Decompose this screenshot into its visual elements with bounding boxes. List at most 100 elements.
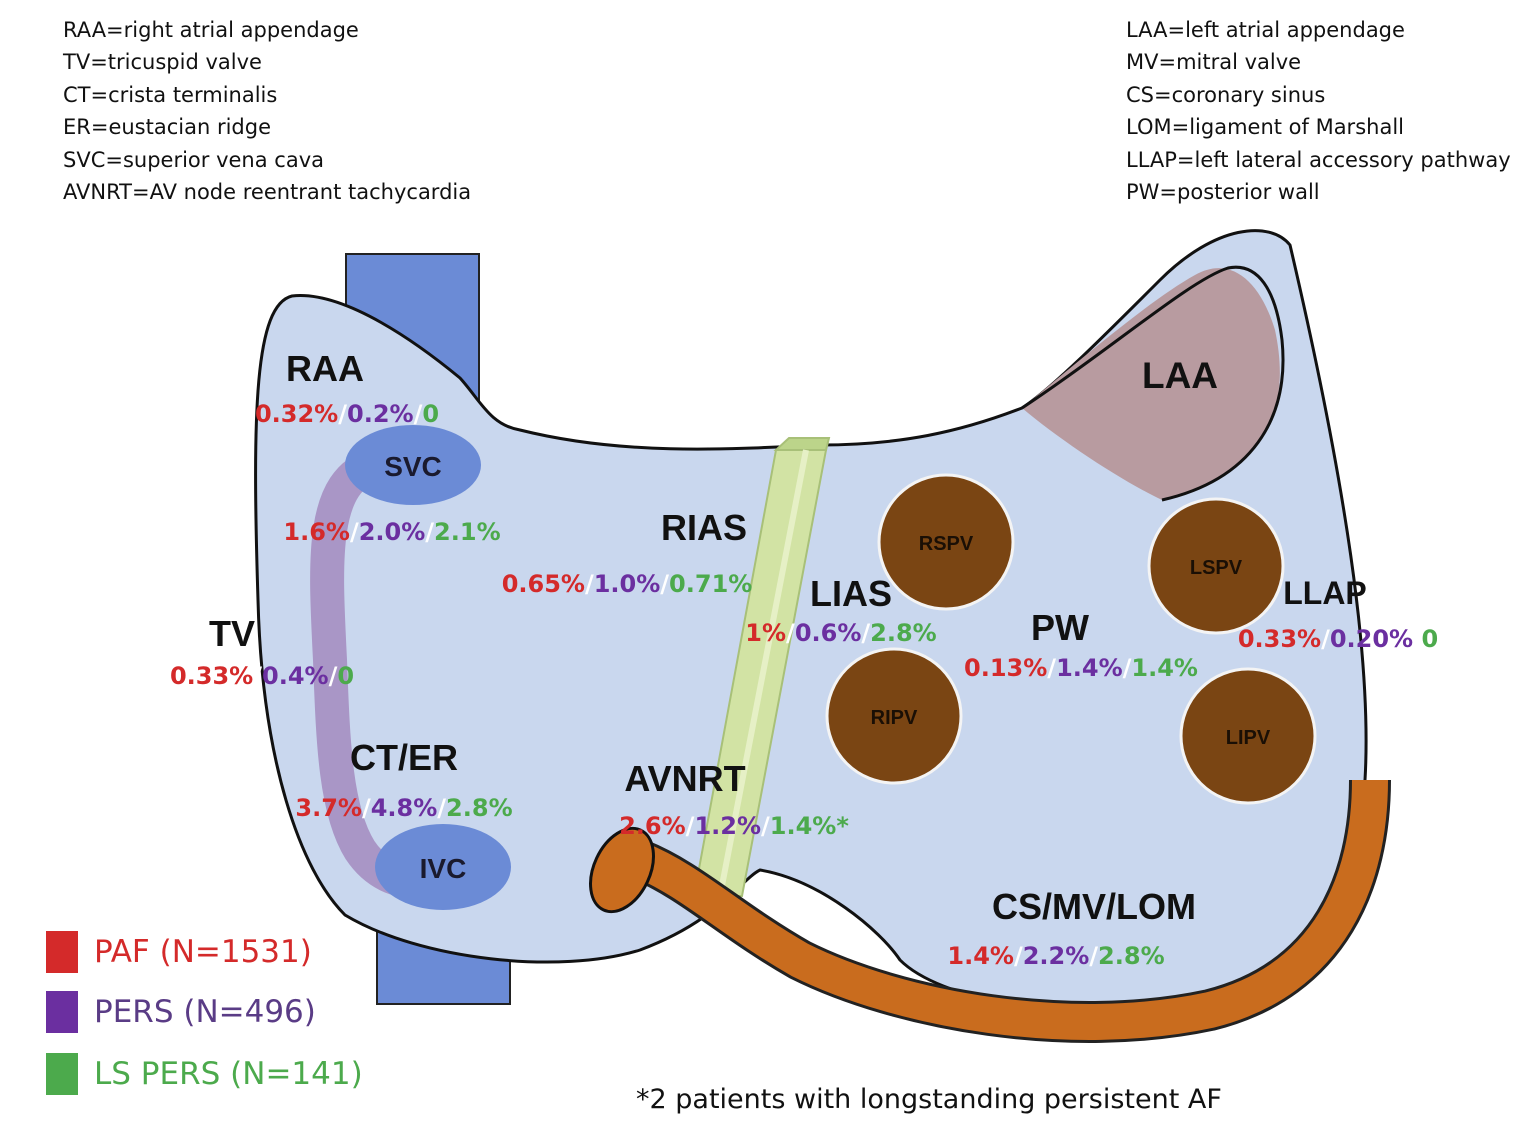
abbr-left-item: TV=tricuspid valve xyxy=(63,50,262,75)
ct-er-pers-value: 4.8% xyxy=(371,794,438,822)
svc-oval xyxy=(345,425,481,505)
region-tv-stats: 0.33%/0.4%/0 xyxy=(170,662,354,690)
region-lias-name: LIAS xyxy=(810,573,892,614)
abbr-right-item: PW=posterior wall xyxy=(1126,180,1320,205)
lspv-label: LSPV xyxy=(1190,557,1243,579)
lspv: LSPV xyxy=(1147,497,1285,635)
region-raa-stats: 0.32%/0.2%/0 xyxy=(255,400,439,428)
coronary-sinus-fill xyxy=(632,779,1388,1040)
abbr-right-item: LAA=left atrial appendage xyxy=(1126,18,1405,42)
legend-swatch-ls-pers xyxy=(46,1053,78,1095)
ivc-label: IVC xyxy=(420,853,467,884)
region-lias: LIAS 1%/0.6%/2.8% xyxy=(745,573,936,647)
abbr-left-item: AVNRT=AV node reentrant tachycardia xyxy=(63,180,472,205)
cs-mv-lom-ls-value: 2.8% xyxy=(1098,942,1165,970)
legend-item-paf: PAF (N=1531) xyxy=(46,931,312,973)
region-rias: RIAS 0.65%/1.0%/0.71% xyxy=(502,507,753,598)
abbr-right-item: MV=mitral valve xyxy=(1126,50,1302,75)
septum-bar-edge xyxy=(773,437,831,451)
laa-outline xyxy=(1021,265,1285,502)
footnote: *2 patients with longstanding persistent… xyxy=(636,1084,1222,1115)
coronary-sinus-ostium xyxy=(589,826,655,914)
avnrt-ls-value: 1.4%* xyxy=(770,812,850,840)
region-pw-name: PW xyxy=(1031,607,1089,648)
rias-ls-value: 0.71% xyxy=(669,570,752,598)
ivc-oval xyxy=(375,824,511,910)
region-ct-er-name: CT/ER xyxy=(350,737,458,778)
region-svc-stats: 1.6%/2.0%/2.1% xyxy=(283,518,500,546)
lipv: LIPV xyxy=(1179,667,1317,805)
pw-ls-value: 1.4% xyxy=(1131,654,1198,682)
region-tv-name: TV xyxy=(209,613,255,654)
rias-pers-value: 1.0% xyxy=(594,570,661,598)
abbreviations-right: LAA=left atrial appendage MV=mitral valv… xyxy=(1126,14,1511,208)
abbr-left-item: ER=eustacian ridge xyxy=(63,115,272,140)
llap-paf-value: 0.33% xyxy=(1238,625,1321,653)
llap-ls-value: 0 xyxy=(1421,625,1438,653)
ripv-label: RIPV xyxy=(871,707,918,729)
lias-ls-value: 2.8% xyxy=(870,619,937,647)
abbr-left-item: SVC=superior vena cava xyxy=(63,147,324,172)
legend-swatch-paf xyxy=(46,931,78,973)
region-llap: LLAP 0.33%/0.20% 0 xyxy=(1238,575,1438,653)
rspv-label: RSPV xyxy=(919,533,974,555)
rspv: RSPV xyxy=(877,473,1015,611)
legend-swatch-pers xyxy=(46,991,78,1033)
legend-label-ls-pers: LS PERS (N=141) xyxy=(94,1056,363,1092)
region-svc: 1.6%/2.0%/2.1% xyxy=(283,518,500,546)
raa-ls-value: 0 xyxy=(422,400,439,428)
abbr-right-item: LLAP=left lateral accessory pathway xyxy=(1126,147,1511,172)
abbr-right-item: CS=coronary sinus xyxy=(1126,82,1326,107)
ripv: RIPV xyxy=(825,647,963,785)
svc-paf-value: 1.6% xyxy=(283,518,350,546)
region-ct-er: CT/ER 3.7%/4.8%/2.8% xyxy=(295,737,512,822)
region-avnrt: AVNRT 2.6%/1.2%/1.4%* xyxy=(619,758,849,840)
ct-er-ls-value: 2.8% xyxy=(446,794,513,822)
ct-er-paf-value: 3.7% xyxy=(295,794,362,822)
lipv-label: LIPV xyxy=(1226,727,1271,749)
region-raa-name: RAA xyxy=(286,348,364,389)
laa-shape xyxy=(1022,268,1280,500)
llap-pers-value: 0.20% xyxy=(1330,625,1413,653)
region-ct-er-stats: 3.7%/4.8%/2.8% xyxy=(295,794,512,822)
cs-mv-lom-pers-value: 2.2% xyxy=(1023,942,1090,970)
region-llap-name: LLAP xyxy=(1283,575,1367,611)
tv-pers-value: 0.4% xyxy=(262,662,329,690)
abbr-left-item: RAA=right atrial appendage xyxy=(63,18,359,42)
abbr-right-item: LOM=ligament of Marshall xyxy=(1126,115,1404,140)
region-avnrt-name: AVNRT xyxy=(624,758,745,799)
cs-mv-lom-paf-value: 1.4% xyxy=(947,942,1014,970)
region-tv: TV 0.33%/0.4%/0 xyxy=(170,613,354,690)
tv-ls-value: 0 xyxy=(337,662,354,690)
raa-pers-value: 0.2% xyxy=(347,400,414,428)
region-llap-stats: 0.33%/0.20% 0 xyxy=(1238,625,1438,653)
lias-paf-value: 1% xyxy=(745,619,786,647)
septum-highlight xyxy=(717,449,809,897)
legend-label-pers: PERS (N=496) xyxy=(94,994,316,1030)
region-avnrt-stats: 2.6%/1.2%/1.4%* xyxy=(619,812,849,840)
region-cs-mv-lom-name: CS/MV/LOM xyxy=(992,886,1196,927)
region-lias-stats: 1%/0.6%/2.8% xyxy=(745,619,936,647)
tv-paf-value: 0.33% xyxy=(170,662,253,690)
svc-pers-value: 2.0% xyxy=(359,518,426,546)
region-pw: PW 0.13%/1.4%/1.4% xyxy=(964,607,1198,682)
region-pw-stats: 0.13%/1.4%/1.4% xyxy=(964,654,1198,682)
legend-item-ls-pers: LS PERS (N=141) xyxy=(46,1053,363,1095)
abbreviations-left: RAA=right atrial appendage TV=tricuspid … xyxy=(63,14,471,208)
raa-paf-value: 0.32% xyxy=(255,400,338,428)
rias-paf-value: 0.65% xyxy=(502,570,585,598)
region-rias-name: RIAS xyxy=(661,507,747,548)
legend-item-pers: PERS (N=496) xyxy=(46,991,316,1033)
pw-paf-value: 0.13% xyxy=(964,654,1047,682)
abbr-left-item: CT=crista terminalis xyxy=(63,82,278,107)
legend-label-paf: PAF (N=1531) xyxy=(94,934,312,970)
laa-label: LAA xyxy=(1142,355,1218,396)
pw-pers-value: 1.4% xyxy=(1056,654,1123,682)
region-cs-mv-lom: CS/MV/LOM 1.4%/2.2%/2.8% xyxy=(947,886,1196,970)
svc-ls-value: 2.1% xyxy=(434,518,501,546)
region-cs-mv-lom-stats: 1.4%/2.2%/2.8% xyxy=(947,942,1164,970)
avnrt-paf-value: 2.6% xyxy=(619,812,686,840)
lias-pers-value: 0.6% xyxy=(795,619,862,647)
svc-label: SVC xyxy=(384,451,442,482)
